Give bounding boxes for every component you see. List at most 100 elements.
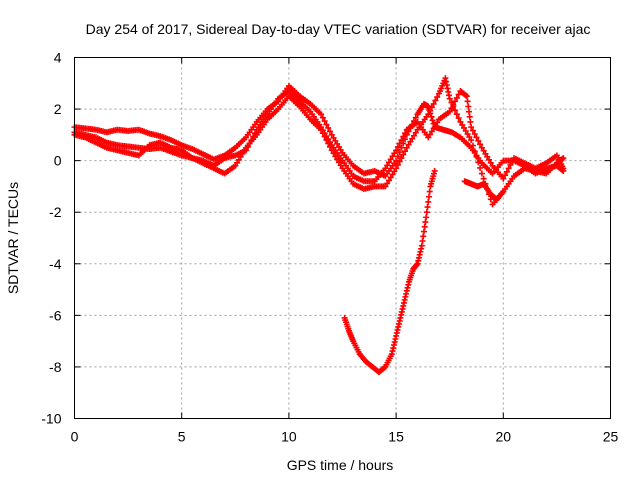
- data-point-fill: [437, 77, 448, 95]
- data-point-fill: [544, 153, 559, 165]
- data-point-fill: [341, 167, 355, 185]
- data-point-fill: [341, 160, 355, 177]
- y-tick-label: -4: [49, 256, 62, 272]
- data-point-fill: [394, 130, 409, 150]
- data-point-fill: [469, 127, 484, 148]
- y-tick-label: 2: [54, 101, 62, 117]
- data-point-fill: [469, 142, 484, 171]
- data-point-fill: [415, 102, 426, 116]
- data-point: [446, 95, 453, 102]
- y-tick-label: -6: [49, 307, 62, 323]
- data-point: [457, 118, 464, 125]
- data-point-fill: [94, 135, 108, 145]
- data-point: [468, 124, 475, 131]
- data-point-fill: [84, 135, 98, 145]
- data-point-fill: [330, 144, 344, 162]
- data-point-fill: [276, 89, 291, 101]
- y-tick-label: 0: [54, 153, 62, 169]
- axis-ticks: [74, 57, 611, 419]
- y-axis-label: SDTVAR / TECUs: [5, 182, 21, 294]
- data-point: [500, 188, 507, 195]
- data-point-fill: [330, 134, 344, 153]
- plot-frame: [74, 57, 611, 419]
- data-point-fill: [309, 111, 323, 128]
- data-point: [318, 111, 325, 118]
- data-point-fill: [394, 136, 409, 160]
- data-point-fill: [342, 317, 352, 332]
- data-point-fill: [223, 146, 237, 158]
- series-track-c: [71, 88, 567, 185]
- data-point-fill: [427, 119, 441, 138]
- data-point: [468, 137, 475, 144]
- data-point-fill: [352, 181, 366, 192]
- data-point-fill: [298, 100, 312, 113]
- data-point-fill: [201, 158, 216, 168]
- data-point-fill: [255, 108, 269, 123]
- data-point: [232, 162, 239, 169]
- data-point-fill: [405, 120, 419, 132]
- data-point-fill: [266, 107, 280, 121]
- data-point-fill: [276, 95, 291, 110]
- data-point-fill: [480, 161, 494, 175]
- data-point-fill: [212, 156, 226, 168]
- chart-title: Day 254 of 2017, Sidereal Day-to-day VTE…: [86, 21, 591, 37]
- data-point-fill: [377, 364, 388, 375]
- data-point: [393, 147, 400, 154]
- data-point-fill: [437, 109, 451, 122]
- data-point: [243, 147, 250, 154]
- data-point-fill: [159, 140, 173, 150]
- data-point: [463, 93, 470, 100]
- data-point-fill: [373, 167, 387, 183]
- data-point: [446, 108, 453, 115]
- data-point: [318, 124, 325, 131]
- data-point-fill: [398, 299, 407, 318]
- data-point: [393, 165, 400, 172]
- data-point: [403, 144, 410, 151]
- data-point-fill: [234, 148, 248, 158]
- data-point-fill: [384, 160, 398, 177]
- data-point-fill: [341, 152, 355, 167]
- data-point-fill: [384, 150, 398, 169]
- data-point: [560, 165, 567, 172]
- data-point-fill: [169, 137, 183, 148]
- series-track-d: [341, 167, 438, 376]
- data-point-fill: [298, 94, 312, 106]
- data-point-fill: [416, 121, 430, 138]
- data-point-fill: [480, 147, 494, 166]
- data-point-fill: [234, 136, 248, 150]
- data-point-fill: [512, 155, 526, 166]
- data-point-fill: [287, 84, 301, 98]
- data-point-fill: [309, 118, 323, 131]
- data-point-fill: [554, 154, 566, 170]
- data-point: [431, 167, 438, 174]
- y-tick-label: -2: [49, 204, 62, 220]
- series-track-b: [71, 75, 567, 208]
- x-tick-label: 5: [178, 429, 186, 445]
- data-series: [71, 75, 567, 376]
- data-point-fill: [458, 88, 469, 99]
- data-point-fill: [482, 182, 493, 196]
- data-point-fill: [298, 105, 312, 121]
- data-point-fill: [523, 161, 537, 171]
- data-point-fill: [544, 161, 559, 175]
- data-point-fill: [223, 164, 237, 176]
- data-point-fill: [94, 140, 108, 150]
- data-point-fill: [364, 359, 375, 370]
- x-tick-label: 25: [603, 429, 619, 445]
- data-point: [478, 170, 485, 177]
- series-track-e: [461, 178, 507, 203]
- data-point-fill: [389, 335, 399, 355]
- y-tick-label: 4: [54, 50, 62, 66]
- data-point: [425, 134, 432, 141]
- data-point: [393, 157, 400, 164]
- grid-lines: [74, 57, 611, 419]
- data-point: [500, 175, 507, 182]
- data-point-fill: [287, 94, 301, 108]
- data-point-fill: [330, 150, 344, 169]
- data-point-fill: [309, 102, 323, 116]
- data-point-fill: [266, 98, 280, 115]
- data-point-fill: [255, 113, 269, 131]
- data-point-fill: [405, 129, 419, 148]
- data-point: [382, 165, 389, 172]
- data-point-fill: [319, 127, 333, 146]
